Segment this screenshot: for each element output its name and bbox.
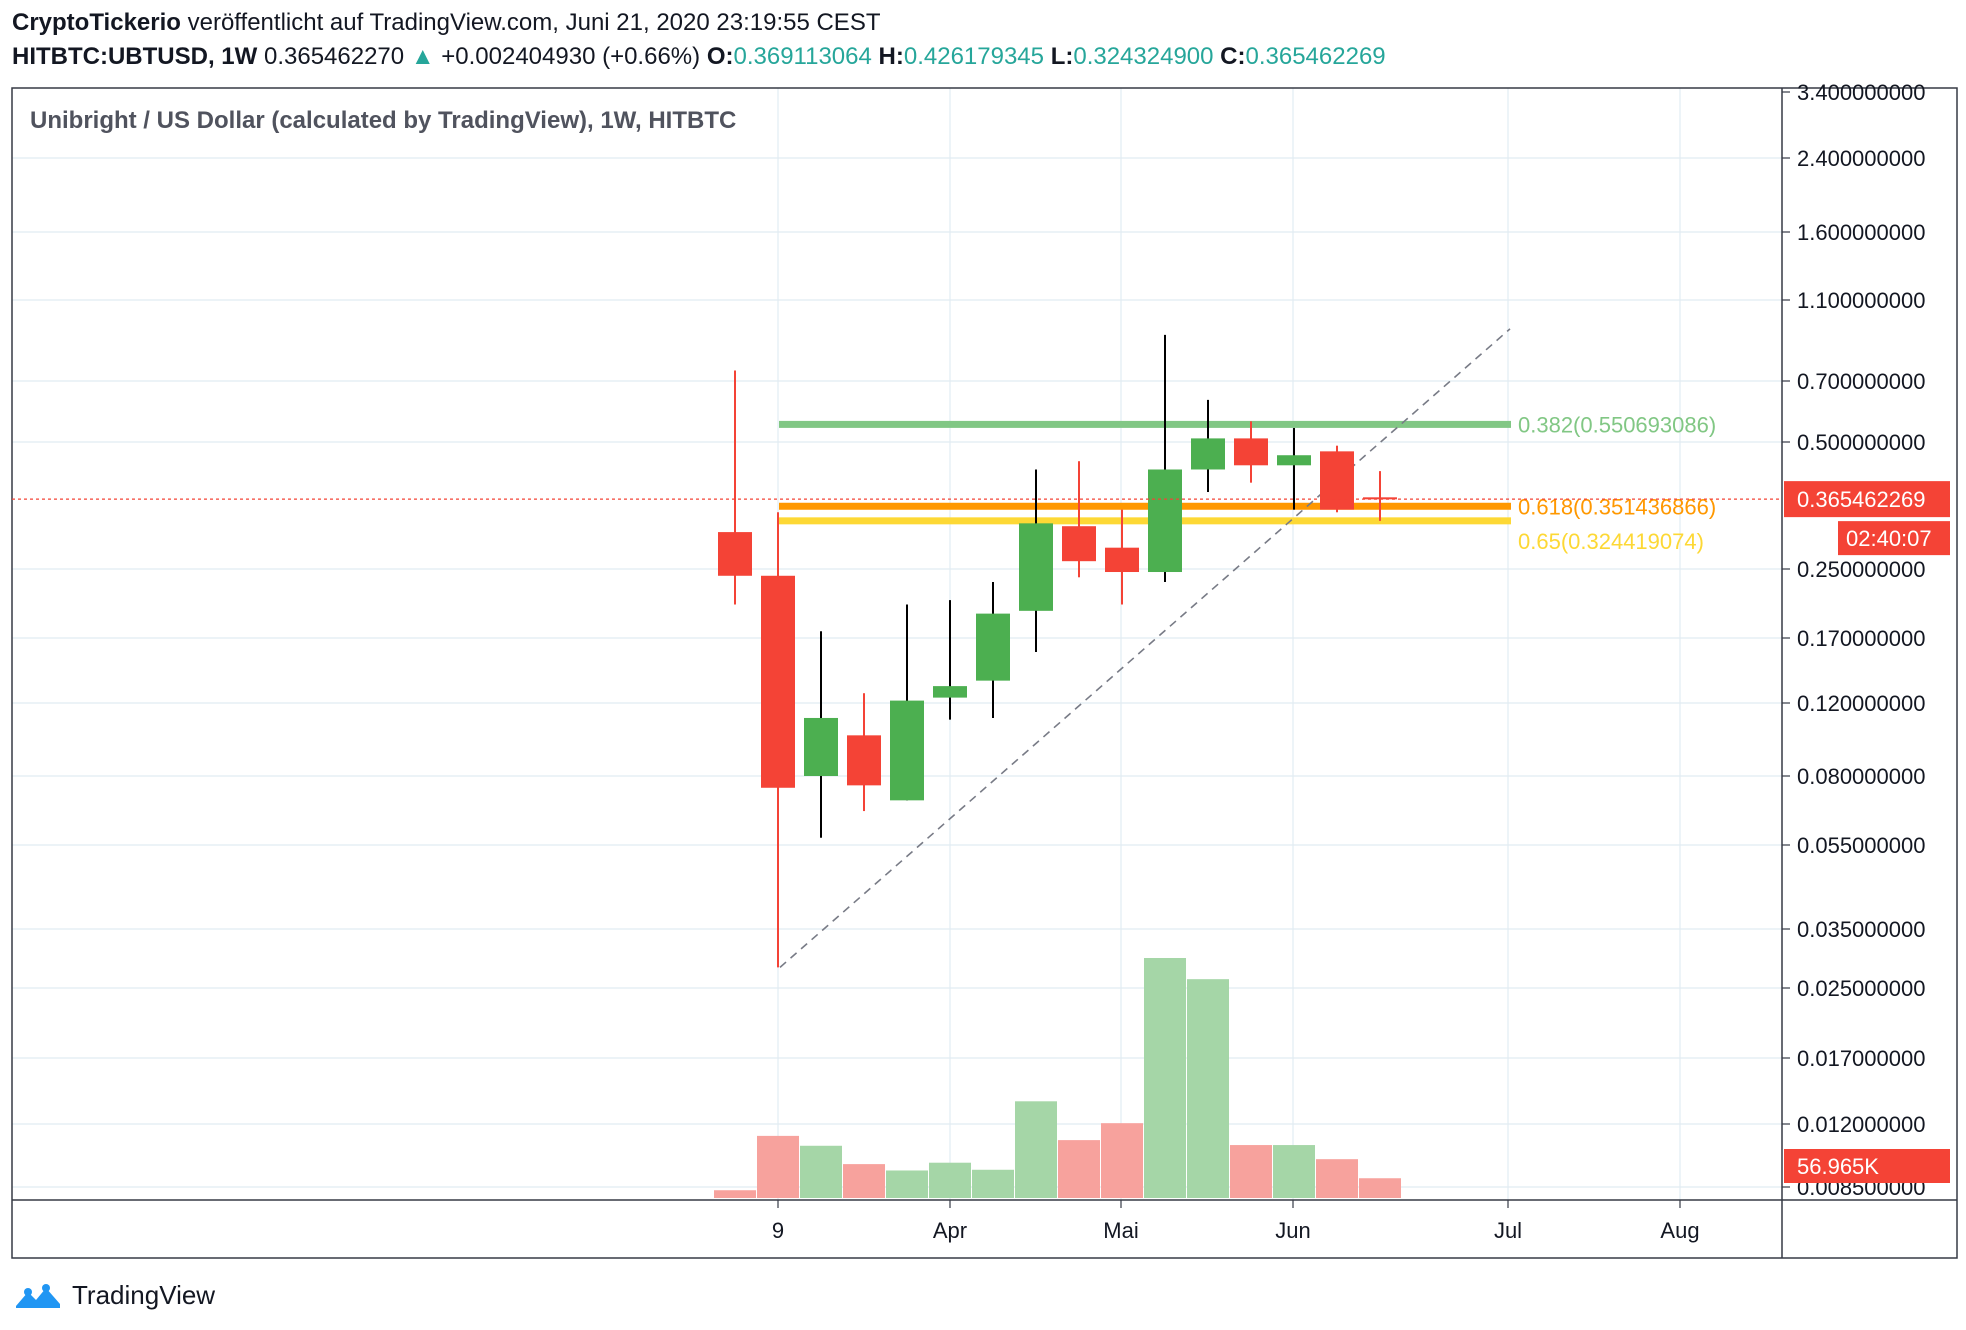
- chart-frame: [11, 87, 1958, 1259]
- open-label: O:: [706, 43, 734, 70]
- volume-bar: [843, 1164, 885, 1198]
- countdown-text: 02:40:07: [1846, 526, 1932, 551]
- volume-tag-text: 56.965K: [1797, 1154, 1879, 1179]
- candle-body[interactable]: [933, 686, 967, 698]
- volume-bar: [1316, 1159, 1358, 1198]
- volume-bar: [757, 1135, 799, 1198]
- high-label: H:: [878, 43, 904, 70]
- y-tick-label: 0.025000000: [1797, 976, 1925, 1001]
- y-tick-label: 0.250000000: [1797, 557, 1925, 582]
- footer: TradingView: [14, 1280, 215, 1311]
- y-tick-label: 0.170000000: [1797, 626, 1925, 651]
- volume-bar: [929, 1162, 971, 1198]
- symbol-label: HITBTC:UBTUSD, 1W: [12, 43, 258, 70]
- trendline-dashed[interactable]: [779, 328, 1511, 968]
- x-tick-label: Aug: [1660, 1218, 1699, 1243]
- low-value: 0.324324900: [1073, 43, 1214, 70]
- chart-title: Unibright / US Dollar (calculated by Tra…: [30, 107, 736, 134]
- price-chart[interactable]: 0.382(0.550693086) 0.618(0.351436866) 0.65…: [0, 0, 1966, 1270]
- volume-bar: [1101, 1123, 1143, 1198]
- candle-body[interactable]: [1277, 455, 1311, 466]
- candle-body[interactable]: [1191, 438, 1225, 470]
- published-text: veröffentlicht auf TradingView.com, Juni…: [187, 9, 881, 36]
- fib-level-label: 0.65(0.324419074): [1518, 529, 1704, 554]
- publisher-name[interactable]: CryptoTickerio: [12, 9, 181, 36]
- candle-body[interactable]: [718, 532, 752, 576]
- candle-body[interactable]: [976, 613, 1010, 681]
- tradingview-brand[interactable]: TradingView: [72, 1280, 216, 1310]
- y-tick-label: 0.080000000: [1797, 764, 1925, 789]
- candle-body[interactable]: [890, 700, 924, 801]
- y-tick-label: 2.400000000: [1797, 146, 1925, 171]
- price-axis[interactable]: 3.400000000 2.400000000 1.600000000 1.10000…: [1782, 80, 1925, 1200]
- close-value: 0.365462269: [1245, 43, 1386, 70]
- candle-body[interactable]: [847, 735, 881, 786]
- last-price-tag-text: 0.365462269: [1797, 487, 1925, 512]
- candles: [718, 334, 1397, 968]
- y-tick-label: 0.120000000: [1797, 691, 1925, 716]
- open-value: 0.369113064: [733, 43, 872, 70]
- chart-grid: [12, 88, 1782, 1200]
- volume-bar: [972, 1169, 1014, 1198]
- candle-body[interactable]: [1234, 438, 1268, 466]
- last-price: 0.365462270: [263, 43, 405, 70]
- volume-bar: [714, 1190, 756, 1198]
- y-tick-label: 0.012000000: [1797, 1112, 1925, 1137]
- fib-level-line[interactable]: [779, 517, 1511, 525]
- y-tick-label: 0.700000000: [1797, 369, 1925, 394]
- x-tick-label: Jul: [1494, 1218, 1522, 1243]
- volume-bar: [1230, 1145, 1272, 1198]
- candle-body[interactable]: [1320, 451, 1354, 510]
- fib-level-line[interactable]: [779, 420, 1511, 428]
- trendline: [779, 328, 1511, 968]
- axis-tags: 0.365462269 02:40:07 56.965K: [12, 481, 1950, 1183]
- volume-tag: [1784, 1149, 1950, 1183]
- volume-bar: [1359, 1178, 1401, 1198]
- y-tick-label: 0.017000000: [1797, 1046, 1925, 1071]
- x-tick-label: 9: [772, 1218, 784, 1243]
- x-tick-label: Mai: [1103, 1218, 1138, 1243]
- x-tick-label: Apr: [933, 1218, 967, 1243]
- candle-body[interactable]: [1062, 526, 1096, 562]
- x-tick-label: Jun: [1275, 1218, 1310, 1243]
- fib-level-label: 0.618(0.351436866): [1518, 494, 1716, 519]
- candle-body[interactable]: [1105, 547, 1139, 573]
- countdown-tag: [1838, 521, 1950, 556]
- candle-body[interactable]: [804, 717, 838, 777]
- publish-line: CryptoTickerio veröffentlicht auf Tradin…: [12, 8, 880, 38]
- y-tick-label: 0.055000000: [1797, 833, 1925, 858]
- volume-bar: [886, 1170, 928, 1198]
- y-tick-label: 0.035000000: [1797, 917, 1925, 942]
- close-label: C:: [1220, 43, 1246, 70]
- change-up-arrow-icon: ▲: [410, 43, 435, 70]
- last-price-tag: [1784, 481, 1950, 518]
- volume-bar: [1187, 979, 1229, 1198]
- fib-level-label: 0.382(0.550693086): [1518, 412, 1716, 437]
- candle-body[interactable]: [1363, 497, 1397, 500]
- low-label: L:: [1050, 43, 1074, 70]
- y-tick-label: 1.600000000: [1797, 220, 1925, 245]
- volume-bar: [1273, 1145, 1315, 1198]
- volume-bars: [714, 958, 1401, 1198]
- y-tick-label: 1.100000000: [1797, 288, 1925, 313]
- high-value: 0.426179345: [903, 43, 1045, 70]
- candle-body[interactable]: [761, 575, 795, 788]
- time-axis[interactable]: 9 Apr Mai Jun Jul Aug: [772, 1200, 1700, 1243]
- candle-body[interactable]: [1019, 523, 1053, 611]
- tradingview-logo-icon[interactable]: [14, 1282, 64, 1310]
- candle-body[interactable]: [1148, 469, 1182, 573]
- y-tick-label: 0.500000000: [1797, 430, 1925, 455]
- fib-levels: 0.382(0.550693086) 0.618(0.351436866) 0.65…: [779, 412, 1716, 554]
- volume-bar: [1144, 958, 1186, 1198]
- price-change: +0.002404930 (+0.66%): [441, 43, 701, 70]
- ohlc-line: HITBTC:UBTUSD, 1W 0.365462270 ▲ +0.00240…: [12, 42, 1386, 72]
- volume-bar: [1015, 1101, 1057, 1198]
- volume-bar: [800, 1145, 842, 1198]
- fib-level-line[interactable]: [779, 502, 1511, 510]
- y-tick-label: 3.400000000: [1797, 80, 1925, 105]
- volume-bar: [1058, 1140, 1100, 1198]
